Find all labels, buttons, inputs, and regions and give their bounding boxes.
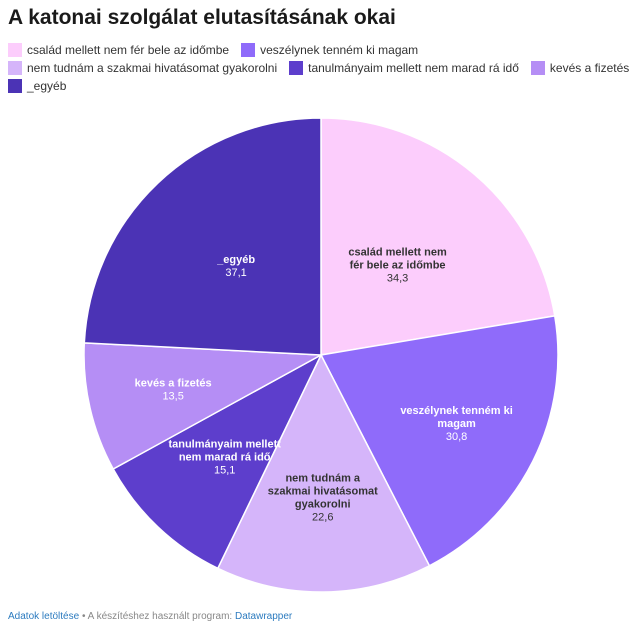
- slice-value-label: 34,3: [387, 273, 408, 285]
- legend-swatch: [8, 43, 22, 57]
- legend-label: tanulmányaim mellett nem marad rá idő: [308, 61, 519, 75]
- legend-swatch: [8, 61, 22, 75]
- legend-label: nem tudnám a szakmai hivatásomat gyakoro…: [27, 61, 278, 75]
- legend-row: _egyéb: [8, 77, 638, 95]
- slice-category-label: gyakorolni: [295, 499, 351, 511]
- legend-swatch: [289, 61, 304, 75]
- datawrapper-link[interactable]: Datawrapper: [234, 611, 293, 622]
- pie-slice: [320, 117, 556, 356]
- legend-swatch: [8, 79, 22, 93]
- pie-slice: [319, 315, 559, 567]
- legend-label: család mellett nem fér bele az időmbe: [27, 43, 230, 57]
- legend-swatch: [241, 43, 256, 57]
- slice-category-label: _egyéb: [216, 254, 255, 266]
- slice-value-label: 37,1: [225, 267, 246, 279]
- chart-title: A katonai szolgálat elutasításának okai: [8, 6, 396, 29]
- legend-row: család mellett nem fér bele az időmbe ve…: [8, 41, 638, 59]
- legend-item: _egyéb: [8, 79, 66, 93]
- legend-item: kevés a fizetés: [530, 61, 630, 75]
- pie-slice: [83, 117, 322, 356]
- slice-value-label: 13,5: [162, 390, 183, 402]
- slice-value-label: 30,8: [446, 431, 467, 443]
- pie-slice: [112, 353, 323, 570]
- legend-item: veszélynek tenném ki magam: [241, 43, 418, 57]
- pie-slice: [216, 353, 431, 593]
- slice-category-label: nem marad rá idő: [179, 451, 271, 463]
- legend-row: nem tudnám a szakmai hivatásomat gyakoro…: [8, 59, 638, 77]
- legend-label: kevés a fizetés: [549, 61, 630, 75]
- slice-value-label: 15,1: [214, 464, 235, 476]
- slice-category-label: szakmai hivatásomat: [268, 486, 378, 498]
- pie-slice: [83, 342, 324, 471]
- slice-category-label: magam: [437, 418, 476, 430]
- legend-swatch: [530, 61, 545, 75]
- download-data-link[interactable]: Adatok letöltése: [8, 611, 80, 622]
- legend-label: veszélynek tenném ki magam: [260, 43, 419, 57]
- footer-credit-text: • A készítéshez használt program:: [79, 611, 235, 622]
- slice-value-label: 22,6: [312, 512, 333, 524]
- slice-category-label: nem tudnám a: [285, 473, 360, 485]
- legend-item: család mellett nem fér bele az időmbe: [8, 43, 229, 57]
- chart-legend: család mellett nem fér bele az időmbe ve…: [8, 41, 638, 95]
- slice-category-label: fér bele az időmbe: [350, 260, 446, 272]
- legend-label: _egyéb: [27, 79, 67, 93]
- chart-footer: Adatok letöltése • A készítéshez használ…: [8, 611, 292, 622]
- slice-category-label: veszélynek tenném ki: [400, 405, 513, 417]
- slice-category-label: család mellett nem: [348, 247, 447, 259]
- legend-item: nem tudnám a szakmai hivatásomat gyakoro…: [8, 61, 277, 75]
- slice-category-label: kevés a fizetés: [135, 377, 212, 389]
- slice-category-label: tanulmányaim mellett: [168, 438, 281, 450]
- legend-item: tanulmányaim mellett nem marad rá idő: [289, 61, 519, 75]
